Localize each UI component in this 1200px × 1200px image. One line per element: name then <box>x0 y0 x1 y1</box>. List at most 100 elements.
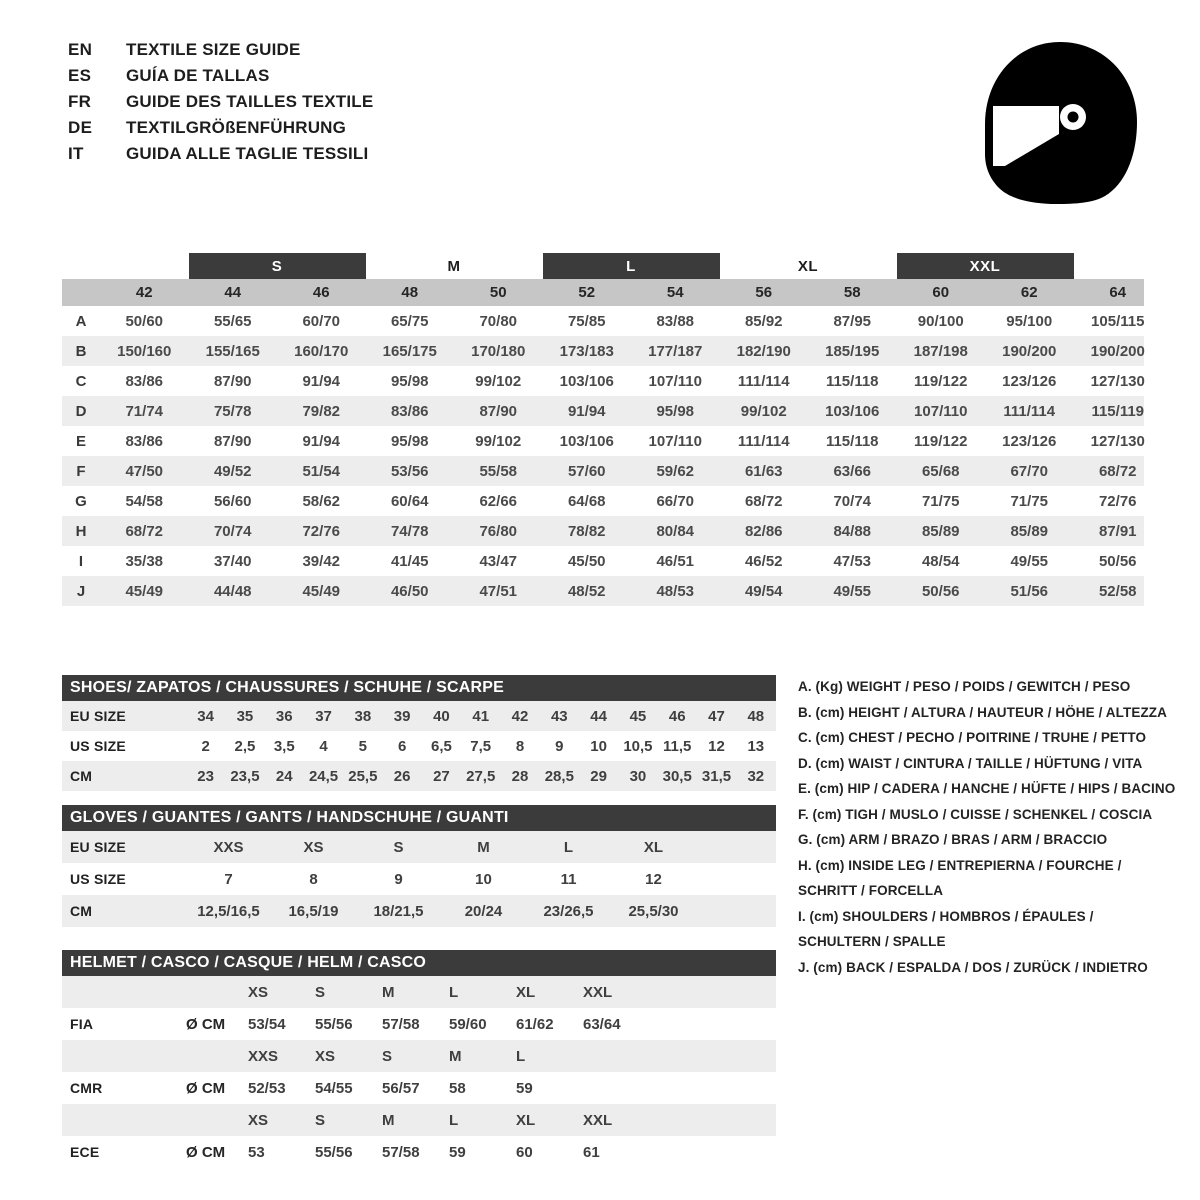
measurement-cell: 50/60 <box>125 312 164 330</box>
gloves-value-cell: 23/26,5 <box>543 902 594 920</box>
measurement-cell: 47/53 <box>833 552 872 570</box>
measurement-cell: 187/198 <box>913 342 968 360</box>
measurement-cell: 70/80 <box>479 312 518 330</box>
measurement-cell: 50/56 <box>921 582 960 600</box>
shoes-value-cell: 28,5 <box>544 767 574 785</box>
measurement-cell: 51/54 <box>302 462 341 480</box>
shoes-value-cell: 24 <box>275 767 293 785</box>
shoes-row-label: US SIZE <box>70 738 126 754</box>
helmet-unit-label: Ø CM <box>186 1079 226 1097</box>
helmet-table: HELMET / CASCO / CASQUE / HELM / CASCO X… <box>62 950 776 1168</box>
table-row: B 150/160 155/165 160/170 165/175 170/180 173/… <box>62 336 1145 366</box>
racing-helmet-icon <box>965 38 1145 208</box>
helmet-size-cell: S <box>315 1111 326 1129</box>
gloves-value-cell: 25,5/30 <box>628 902 679 920</box>
size-band-L: L <box>542 253 720 279</box>
shoes-value-cell: 32 <box>747 767 765 785</box>
shoes-value-cell: 25,5 <box>348 767 378 785</box>
measurement-cell: 79/82 <box>302 402 341 420</box>
measurement-legend: A. (Kg) WEIGHT / PESO / POIDS / GEWITCH … <box>798 674 1176 980</box>
measurement-cell: 103/106 <box>559 372 614 390</box>
measurement-cell: 82/86 <box>744 522 783 540</box>
gloves-value-cell: S <box>393 838 404 856</box>
measurement-cell: 72/76 <box>302 522 341 540</box>
measurement-cell: 68/72 <box>1098 462 1137 480</box>
measurement-cell: 68/72 <box>744 492 783 510</box>
helmet-size-row: XXS XS S M L <box>62 1040 776 1072</box>
helmet-size-cell: XXL <box>583 983 613 1001</box>
shoes-value-cell: 41 <box>472 707 490 725</box>
helmet-value-cell: 54/55 <box>315 1079 353 1097</box>
title-row: EN TEXTILE SIZE GUIDE <box>68 40 373 66</box>
title-language-code: EN <box>68 40 93 59</box>
measurement-cell: 87/90 <box>479 402 518 420</box>
table-row: C 83/86 87/90 91/94 95/98 99/102 103/106 107/11… <box>62 366 1145 396</box>
helmet-value-cell: 57/58 <box>382 1015 420 1033</box>
shoes-value-cell: 23 <box>197 767 214 785</box>
helmet-value-strip: 52/53 54/55 56/57 58 59 <box>248 1080 776 1097</box>
helmet-size-cell: S <box>315 983 326 1001</box>
measurement-cell: 95/98 <box>390 372 429 390</box>
measurement-cell: 190/200 <box>1002 342 1057 360</box>
measurement-cell: 150/160 <box>117 342 172 360</box>
gloves-row-label: US SIZE <box>70 871 126 887</box>
row-letter: A <box>75 312 87 330</box>
measurement-cell: 41/45 <box>390 552 429 570</box>
gloves-value-strip: XXS XS S M L XL <box>186 839 776 856</box>
measurement-cell: 49/54 <box>744 582 783 600</box>
measurement-cell: 62/66 <box>479 492 518 510</box>
measurement-cell: 83/86 <box>125 372 164 390</box>
gloves-value-cell: XS <box>303 838 324 856</box>
measurement-cell: 173/183 <box>559 342 614 360</box>
shoes-value-cell: 2,5 <box>234 737 256 755</box>
helmet-value-cell: 53/54 <box>248 1015 286 1033</box>
table-row: A 50/60 55/65 60/70 65/75 70/80 75/85 83/88 85/9… <box>62 306 1144 336</box>
size-band-XXL: XXL <box>896 253 1074 279</box>
helmet-value-cell: 59/60 <box>449 1015 487 1033</box>
helmet-value-cell: 55/56 <box>315 1015 353 1033</box>
measurement-cell: 70/74 <box>833 492 872 510</box>
shoes-value-cell: 46 <box>668 707 686 725</box>
measurement-cell: 87/90 <box>213 372 252 390</box>
gloves-value-cell: XXS <box>213 838 244 856</box>
shoes-value-cell: 28 <box>511 767 529 785</box>
measurement-cell: 85/89 <box>921 522 960 540</box>
shoes-value-cell: 9 <box>555 737 564 755</box>
measurement-cell: 48/54 <box>921 552 960 570</box>
measurement-cell: 99/102 <box>475 372 522 390</box>
measurement-cell: 56/60 <box>213 492 252 510</box>
gloves-row: CM 12,5/16,5 16,5/19 18/21,5 20/24 23/26,5 25,… <box>62 895 776 927</box>
table-row: H 68/72 70/74 72/76 74/78 76/80 78/82 80/84 82/8… <box>62 516 1144 546</box>
measurement-cell: 99/102 <box>740 402 787 420</box>
measurement-cell: 76/80 <box>479 522 518 540</box>
measurement-cell: 49/55 <box>833 582 872 600</box>
shoes-value-cell: 7,5 <box>470 737 492 755</box>
measurement-cell: 107/110 <box>648 432 702 450</box>
measurement-cell: 58/62 <box>302 492 341 510</box>
measurement-cell: 103/106 <box>559 432 614 450</box>
measurement-cell: 177/187 <box>648 342 703 360</box>
corner-cell <box>62 279 100 306</box>
measurement-cell: 54/58 <box>125 492 164 510</box>
shoes-row: US SIZE 2 2,5 3,5 4 5 6 6,5 7,5 8 9 10 10,5 11,5 12 13 <box>62 731 776 761</box>
shoes-value-cell: 43 <box>550 707 568 725</box>
title-block: EN TEXTILE SIZE GUIDE ES GUÍA DE TALLAS FR GU… <box>68 40 373 170</box>
measurement-cell: 115/118 <box>825 372 879 390</box>
row-letter: I <box>78 552 84 570</box>
measurement-cell: 105/115 <box>1091 312 1145 330</box>
helmet-value-row: FIA Ø CM 53/54 55/56 57/58 59/60 61/62 63/64 <box>62 1008 776 1040</box>
measurement-cell: 70/74 <box>213 522 252 540</box>
measurement-cell: 190/200 <box>1090 342 1145 360</box>
helmet-standard-label: FIA <box>70 1016 94 1032</box>
row-letter: E <box>75 432 86 450</box>
measurement-cell: 65/75 <box>390 312 429 330</box>
measurement-cell: 127/130 <box>1090 432 1145 450</box>
measurement-cell: 46/51 <box>656 552 695 570</box>
gloves-value-cell: M <box>477 838 490 856</box>
helmet-value-row: CMR Ø CM 52/53 54/55 56/57 58 59 <box>62 1072 776 1104</box>
shoes-table: SHOES/ ZAPATOS / CHAUSSURES / SCHUHE / S… <box>62 675 776 791</box>
measurement-cell: 50/56 <box>1098 552 1137 570</box>
gloves-value-cell: 9 <box>394 870 403 888</box>
shoes-table-heading: SHOES/ ZAPATOS / CHAUSSURES / SCHUHE / S… <box>62 675 776 701</box>
measurement-cell: 84/88 <box>833 522 872 540</box>
